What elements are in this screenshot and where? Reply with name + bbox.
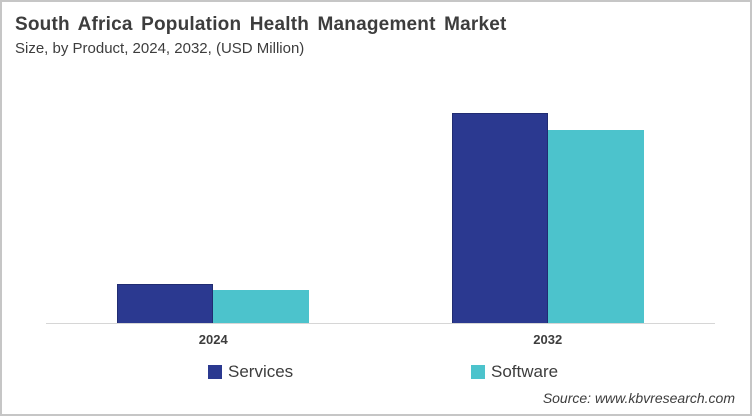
chart-title: South Africa Population Health Managemen… [15,14,507,35]
bar-software-2032 [548,130,644,324]
x-tick-label-2032: 2032 [533,332,563,347]
bar-services-2032 [452,113,548,324]
legend-label-software: Software [491,362,559,381]
x-axis-line [46,323,715,324]
plot-area: 2024 2032 [46,92,715,347]
bar-services-2024 [117,284,213,324]
legend-swatch-services-icon [208,365,222,379]
x-tick-label-2024: 2024 [198,332,228,347]
bar-software-2024 [213,290,309,324]
chart-subtitle: Size, by Product, 2024, 2032, (USD Milli… [15,40,305,57]
legend-item-services: Services [208,362,293,382]
legend-item-software: Software [471,362,558,382]
source-credit: Source: www.kbvresearch.com [542,390,735,406]
legend-label-services: Services [228,362,294,381]
legend-swatch-software-icon [471,365,485,379]
